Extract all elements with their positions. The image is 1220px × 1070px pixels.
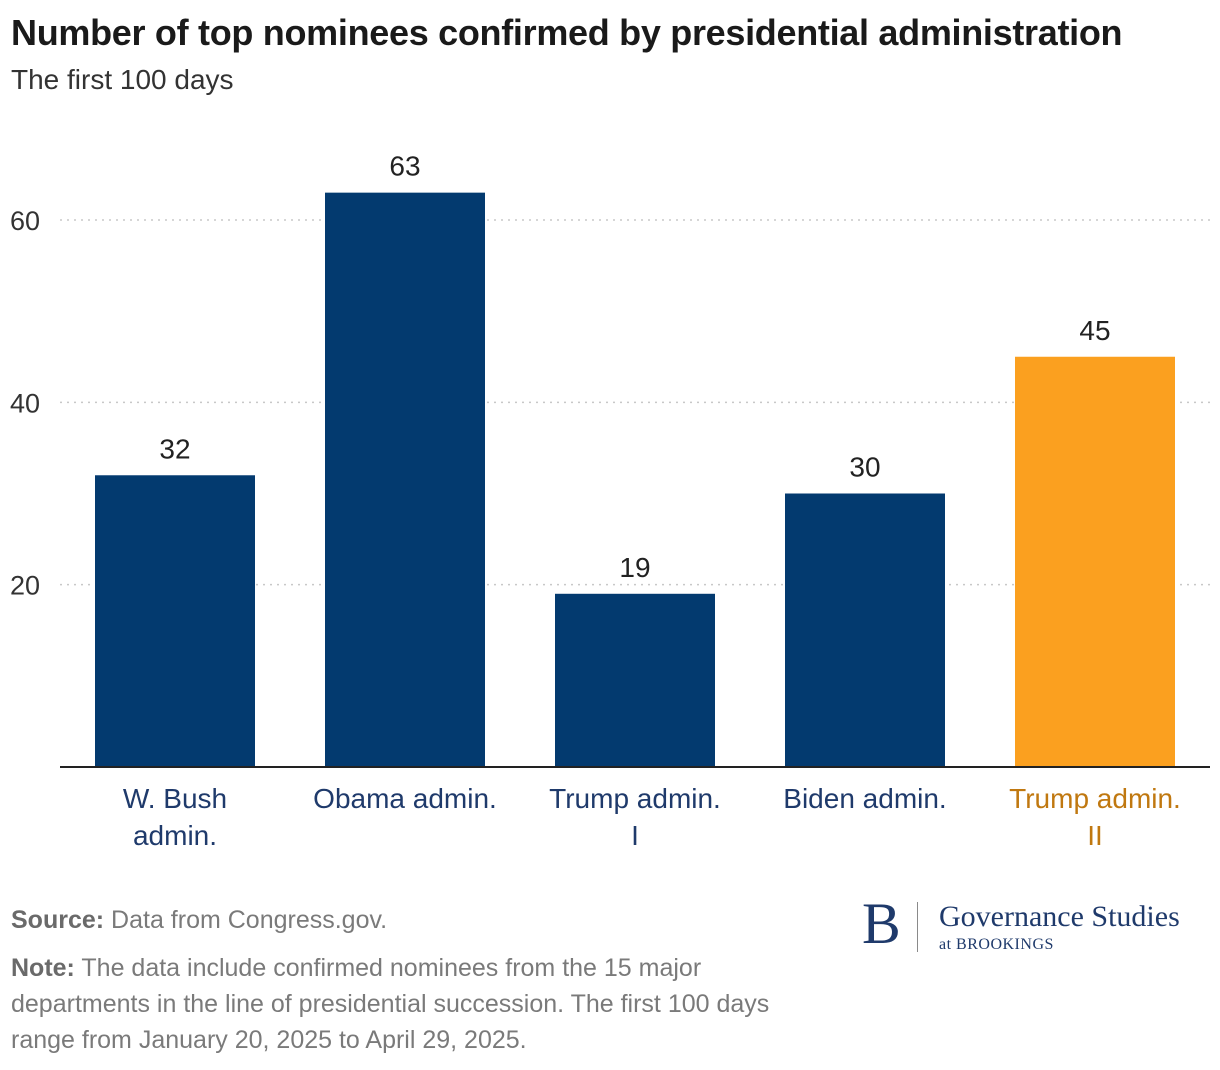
logo-letter: B bbox=[862, 891, 901, 956]
source-label: Source: bbox=[11, 906, 105, 934]
category-label: admin. bbox=[133, 820, 217, 851]
source-text: Data from Congress.gov. bbox=[111, 906, 388, 934]
chart-subtitle: The first 100 days bbox=[11, 64, 234, 95]
category-label: Biden admin. bbox=[783, 783, 946, 814]
category-label: Trump admin. bbox=[1009, 783, 1181, 814]
data-label: 19 bbox=[619, 552, 650, 583]
y-tick-label: 20 bbox=[10, 571, 40, 601]
logo-name: Governance Studies bbox=[939, 900, 1180, 933]
category-label: II bbox=[1087, 820, 1103, 851]
data-label: 30 bbox=[849, 452, 880, 483]
brookings-logo: B Governance Studies at BROOKINGS bbox=[862, 894, 1214, 958]
source-note: Source: Data from Congress.gov. bbox=[11, 902, 831, 938]
y-tick-label: 40 bbox=[10, 388, 40, 418]
bar-chart: 20 40 60 32 W. Bush admin. 63 Obama admin. 19 Tru… bbox=[10, 151, 1210, 851]
bar bbox=[785, 493, 945, 767]
data-label: 63 bbox=[389, 151, 420, 182]
bar bbox=[1015, 356, 1175, 767]
data-label: 45 bbox=[1079, 315, 1110, 346]
logo-sub: at BROOKINGS bbox=[939, 936, 1054, 953]
note-label: Note: bbox=[11, 954, 75, 982]
category-label: I bbox=[631, 820, 639, 851]
category-label: Obama admin. bbox=[313, 783, 497, 814]
category-label: Trump admin. bbox=[549, 783, 721, 814]
y-tick-label: 60 bbox=[10, 206, 40, 236]
bar bbox=[95, 475, 255, 767]
bar bbox=[555, 593, 715, 767]
bar bbox=[325, 192, 485, 767]
chart-title: Number of top nominees confirmed by pres… bbox=[11, 12, 1123, 53]
logo-divider bbox=[917, 902, 918, 952]
note-text: The data include confirmed nominees from… bbox=[11, 954, 770, 1054]
footnote: Note: The data include confirmed nominee… bbox=[11, 950, 831, 1058]
category-label: W. Bush bbox=[123, 783, 227, 814]
data-label: 32 bbox=[159, 433, 190, 464]
